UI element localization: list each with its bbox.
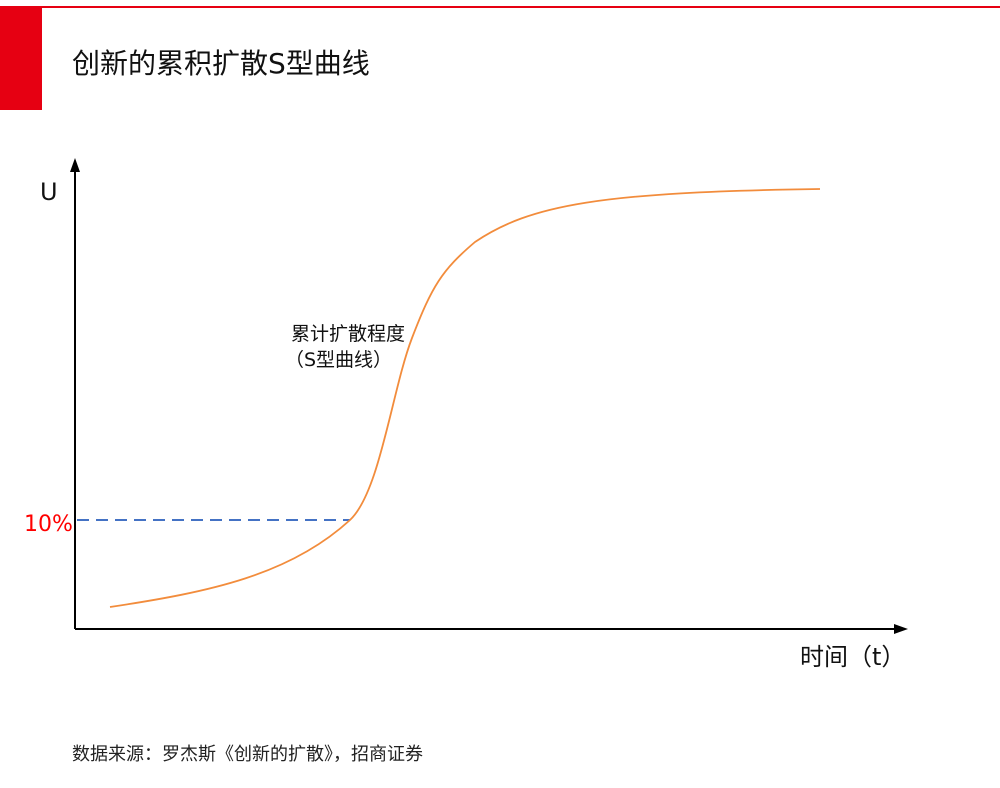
accent-block	[0, 6, 42, 110]
reference-line-label: 10%	[24, 512, 73, 537]
x-axis-arrow	[894, 624, 908, 634]
y-axis-label: U	[40, 178, 58, 206]
x-axis-label: 时间（t）	[800, 643, 905, 671]
s-curve	[109, 188, 821, 608]
curve-label-line1: 累计扩散程度	[291, 323, 405, 345]
curve-label-line2: （S型曲线）	[285, 349, 392, 371]
top-rule	[0, 6, 1000, 8]
y-axis-arrow	[70, 158, 80, 172]
page-title: 创新的累积扩散S型曲线	[72, 47, 370, 80]
source-note: 数据来源：罗杰斯《创新的扩散》，招商证券	[72, 744, 423, 765]
